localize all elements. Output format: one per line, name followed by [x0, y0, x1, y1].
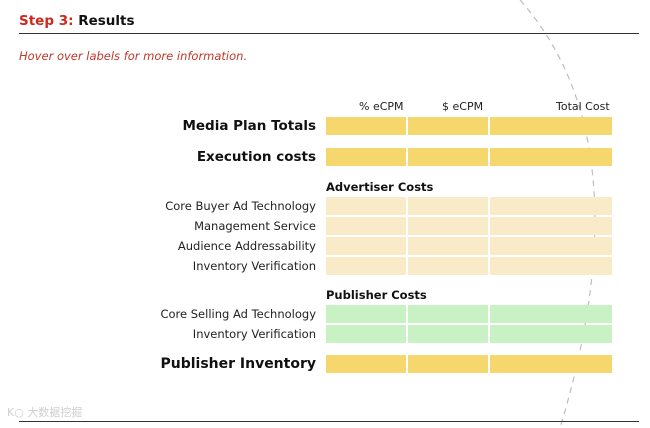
- audience-addressability-label[interactable]: Audience Addressability: [177, 239, 316, 253]
- publisher-inventory-verification-label[interactable]: Inventory Verification: [192, 327, 316, 341]
- management-service-row: [326, 217, 612, 235]
- step-header: Step 3: Results: [19, 12, 639, 34]
- media-plan-totals-label[interactable]: Media Plan Totals: [182, 118, 316, 134]
- advertiser-inventory-verification-label[interactable]: Inventory Verification: [192, 259, 316, 273]
- publisher-inventory-verification-dollar-ecpm: [406, 325, 488, 343]
- publisher-inventory-verification-pct-ecpm: [326, 325, 406, 343]
- publisher-inventory-pct-ecpm: [326, 355, 406, 373]
- management-service-pct-ecpm: [326, 217, 406, 235]
- media-plan-totals-dollar-ecpm: [406, 117, 488, 135]
- management-service-total-cost: [488, 217, 612, 235]
- column-header-pct-ecpm: % eCPM: [359, 100, 404, 113]
- media-plan-totals-total-cost: [488, 117, 612, 135]
- audience-addressability-total-cost: [488, 237, 612, 255]
- core-buyer-total-cost: [488, 197, 612, 215]
- hover-hint: Hover over labels for more information.: [19, 49, 248, 63]
- column-header-total-cost: Total Cost: [556, 100, 610, 113]
- publisher-costs-heading: Publisher Costs: [326, 288, 427, 302]
- execution-costs-pct-ecpm: [326, 148, 406, 166]
- core-buyer-dollar-ecpm: [406, 197, 488, 215]
- audience-addressability-row: [326, 237, 612, 255]
- advertiser-costs-heading: Advertiser Costs: [326, 180, 434, 194]
- step-number: Step 3:: [19, 13, 74, 29]
- core-buyer-pct-ecpm: [326, 197, 406, 215]
- publisher-inventory-total-cost: [488, 355, 612, 373]
- column-header-dollar-ecpm: $ eCPM: [442, 100, 484, 113]
- publisher-inventory-row: [326, 355, 612, 373]
- core-selling-ad-technology-label[interactable]: Core Selling Ad Technology: [160, 307, 316, 321]
- execution-costs-dollar-ecpm: [406, 148, 488, 166]
- execution-costs-row: [326, 148, 612, 166]
- audience-addressability-pct-ecpm: [326, 237, 406, 255]
- core-selling-total-cost: [488, 305, 612, 323]
- advertiser-inventory-verification-total-cost: [488, 257, 612, 275]
- audience-addressability-dollar-ecpm: [406, 237, 488, 255]
- media-plan-totals-row: [326, 117, 612, 135]
- core-selling-pct-ecpm: [326, 305, 406, 323]
- step-title: Results: [78, 13, 135, 29]
- media-plan-totals-pct-ecpm: [326, 117, 406, 135]
- publisher-inventory-verification-total-cost: [488, 325, 612, 343]
- management-service-label[interactable]: Management Service: [194, 219, 316, 233]
- core-buyer-ad-technology-label[interactable]: Core Buyer Ad Technology: [165, 199, 316, 213]
- footer-divider: [19, 421, 639, 422]
- execution-costs-label[interactable]: Execution costs: [196, 149, 316, 165]
- management-service-dollar-ecpm: [406, 217, 488, 235]
- advertiser-inventory-verification-dollar-ecpm: [406, 257, 488, 275]
- core-buyer-ad-technology-row: [326, 197, 612, 215]
- execution-costs-total-cost: [488, 148, 612, 166]
- publisher-inventory-dollar-ecpm: [406, 355, 488, 373]
- publisher-inventory-label[interactable]: Publisher Inventory: [160, 356, 316, 372]
- core-selling-ad-technology-row: [326, 305, 612, 323]
- publisher-inventory-verification-row: [326, 325, 612, 343]
- core-selling-dollar-ecpm: [406, 305, 488, 323]
- advertiser-inventory-verification-pct-ecpm: [326, 257, 406, 275]
- watermark: K○ 大数据挖掘: [7, 406, 83, 419]
- advertiser-inventory-verification-row: [326, 257, 612, 275]
